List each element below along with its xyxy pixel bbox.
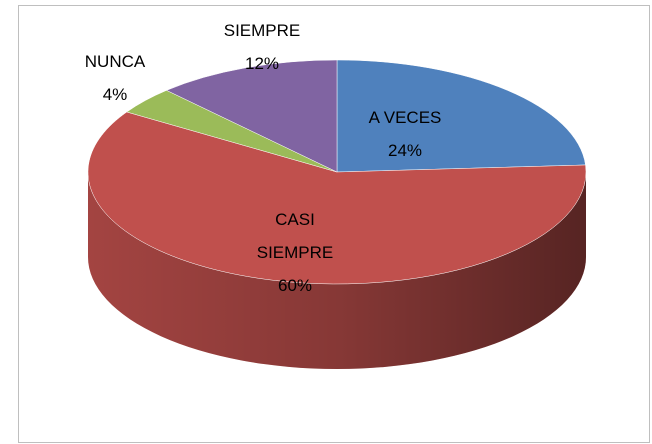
slice bbox=[165, 59, 338, 173]
slice bbox=[87, 111, 587, 285]
slice-side-shade bbox=[88, 172, 586, 369]
slice-value-label: 24% bbox=[387, 141, 423, 160]
chart-frame bbox=[18, 5, 650, 443]
slice-value-label: 60% bbox=[277, 276, 313, 295]
slice-label: CASI SIEMPRE bbox=[256, 210, 334, 262]
slice-label: A VECES bbox=[368, 108, 442, 127]
slice bbox=[336, 59, 586, 173]
slice-label: NUNCA bbox=[84, 52, 146, 71]
slice-value-label: 12% bbox=[244, 54, 280, 73]
slice-value-label: 4% bbox=[102, 85, 128, 104]
slice-label: SIEMPRE bbox=[223, 21, 301, 40]
